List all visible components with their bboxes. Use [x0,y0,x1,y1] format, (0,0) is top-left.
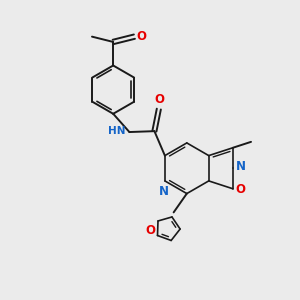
Text: O: O [137,30,147,43]
Text: HN: HN [108,126,126,136]
Text: N: N [158,185,168,198]
Text: O: O [236,183,246,196]
Text: O: O [155,93,165,106]
Text: N: N [236,160,246,173]
Text: O: O [145,224,155,237]
